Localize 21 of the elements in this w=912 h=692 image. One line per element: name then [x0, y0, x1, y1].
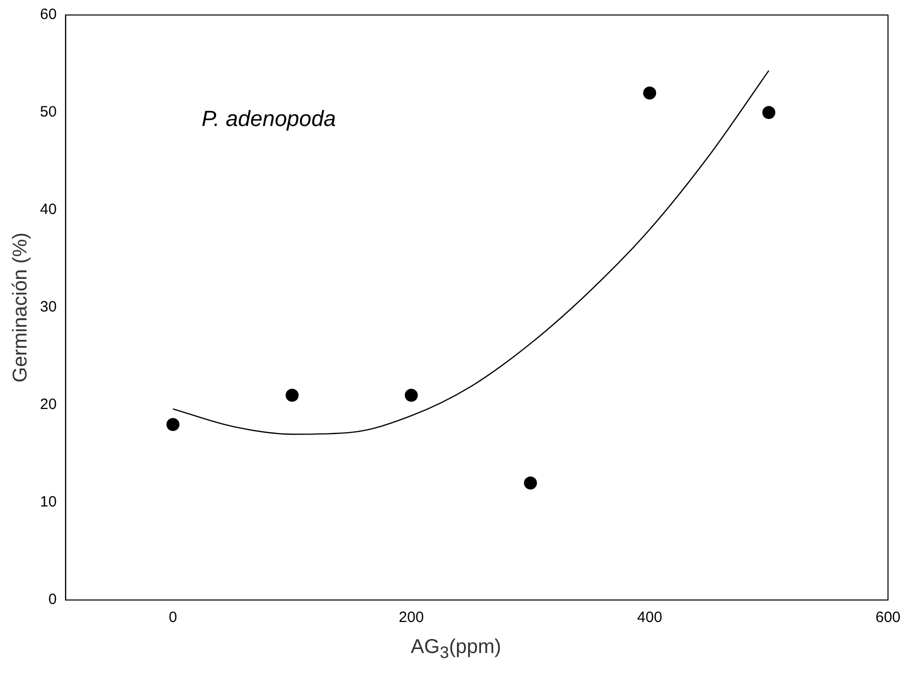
point: [166, 418, 180, 431]
y-tick-label: 40: [40, 201, 57, 218]
x-tick-label: 0: [168, 609, 178, 626]
y-axis-title: Germinación (%): [10, 232, 32, 383]
point: [762, 106, 776, 119]
x-tick-label: 200: [398, 609, 424, 626]
point: [286, 388, 299, 402]
x-tick-label: 600: [875, 609, 901, 626]
annotation: P. adenopoda: [202, 106, 336, 132]
point: [643, 86, 656, 100]
point: [524, 476, 537, 490]
point: [404, 388, 418, 402]
x-tick-label: 400: [637, 609, 662, 626]
y-tick-label: 60: [40, 6, 57, 24]
line-series: [172, 70, 770, 435]
y-tick-label: 0: [48, 591, 57, 608]
x-axis-title: AG$_{3}$(ppm): [410, 636, 502, 663]
y-tick-label: 30: [40, 298, 57, 316]
y-tick-label: 20: [40, 396, 57, 414]
y-tick-label: 50: [40, 104, 57, 121]
y-tick-label: 10: [40, 494, 57, 511]
